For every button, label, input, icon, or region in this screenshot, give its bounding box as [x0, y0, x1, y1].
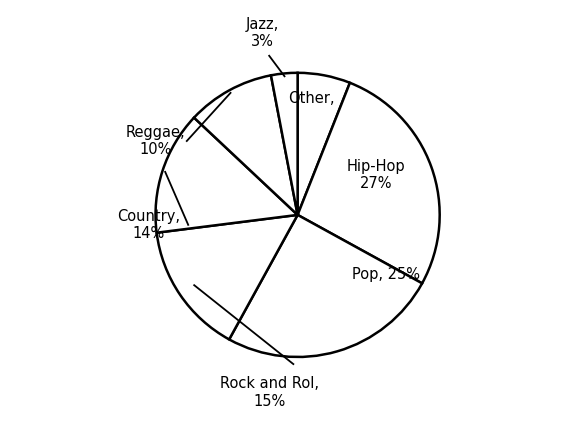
- Wedge shape: [297, 83, 440, 283]
- Text: Other,: Other,: [289, 91, 335, 106]
- Wedge shape: [194, 75, 297, 215]
- Text: Rock and Rol,
15%: Rock and Rol, 15%: [220, 377, 319, 408]
- Text: Reggae,
10%: Reggae, 10%: [125, 125, 185, 157]
- Text: Hip-Hop
27%: Hip-Hop 27%: [346, 159, 405, 191]
- Wedge shape: [156, 118, 297, 233]
- Text: Jazz,
3%: Jazz, 3%: [245, 17, 279, 49]
- Wedge shape: [271, 73, 297, 215]
- Text: Country,
14%: Country, 14%: [117, 209, 180, 241]
- Text: Pop, 25%: Pop, 25%: [352, 267, 419, 282]
- Wedge shape: [157, 215, 297, 339]
- Wedge shape: [297, 73, 350, 215]
- Wedge shape: [229, 215, 422, 357]
